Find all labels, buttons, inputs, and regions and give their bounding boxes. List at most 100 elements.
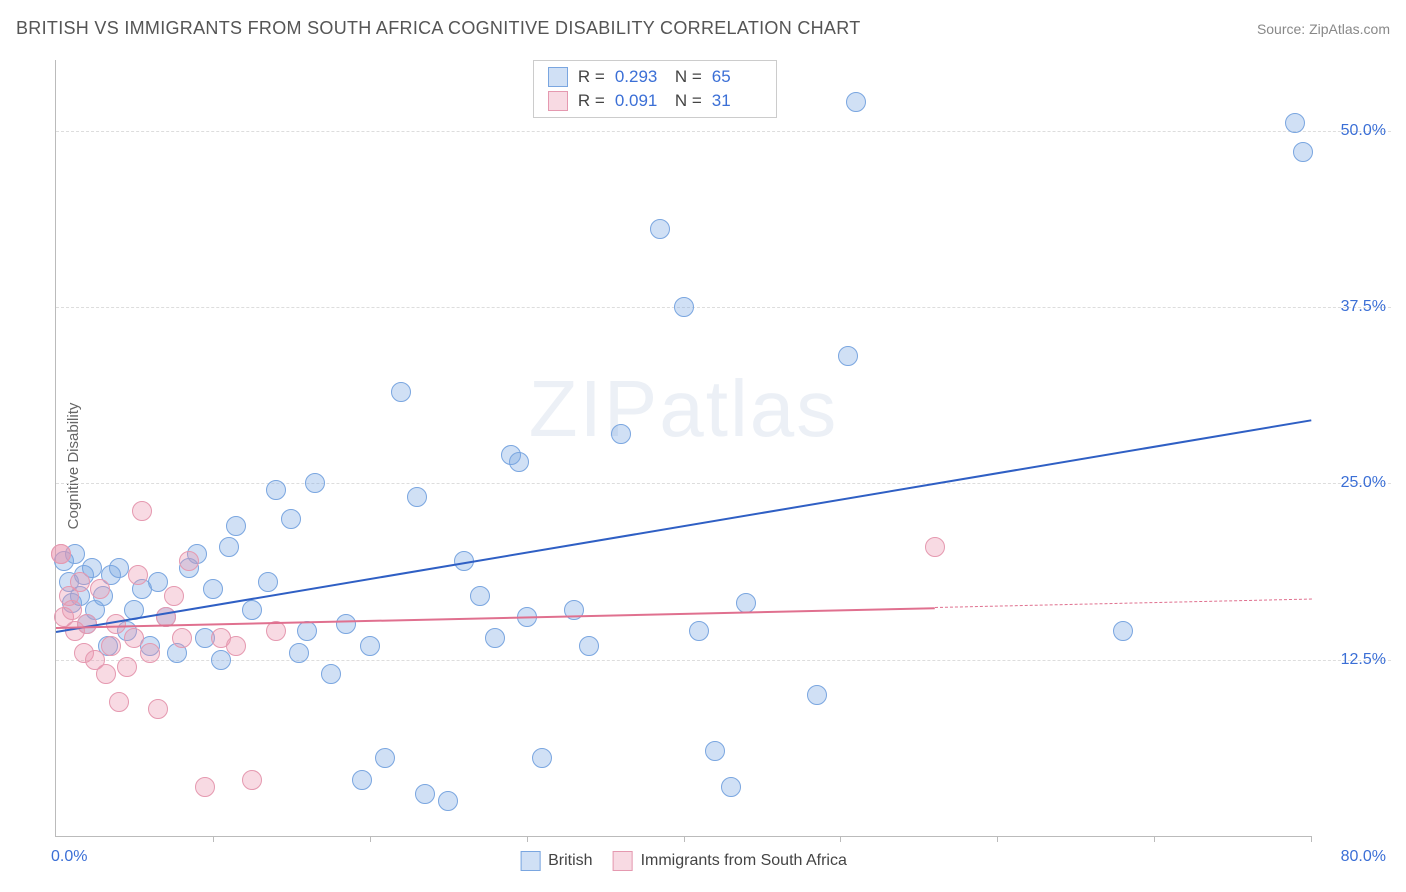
- stats-row: R = 0.091 N = 31: [548, 89, 762, 113]
- y-tick-label: 50.0%: [1341, 122, 1386, 140]
- scatter-plot: ZIPatlas 0.0% 80.0% 12.5%25.0%37.5%50.0%…: [55, 60, 1311, 837]
- data-point: [689, 621, 709, 641]
- data-point: [407, 487, 427, 507]
- data-point: [375, 748, 395, 768]
- data-point: [109, 558, 129, 578]
- series-legend: British Immigrants from South Africa: [520, 851, 847, 871]
- data-point: [650, 219, 670, 239]
- data-point: [266, 621, 286, 641]
- data-point: [360, 636, 380, 656]
- data-point: [1113, 621, 1133, 641]
- data-point: [148, 699, 168, 719]
- x-tick: [684, 836, 685, 842]
- chart-area: Cognitive Disability ZIPatlas 0.0% 80.0%…: [10, 50, 1396, 882]
- data-point: [106, 614, 126, 634]
- data-point: [203, 579, 223, 599]
- x-tick: [370, 836, 371, 842]
- data-point: [705, 741, 725, 761]
- data-point: [266, 480, 286, 500]
- data-point: [195, 777, 215, 797]
- data-point: [281, 509, 301, 529]
- data-point: [846, 92, 866, 112]
- gridline: [56, 307, 1391, 308]
- data-point: [258, 572, 278, 592]
- data-point: [611, 424, 631, 444]
- data-point: [297, 621, 317, 641]
- data-point: [509, 452, 529, 472]
- data-point: [1285, 113, 1305, 133]
- y-tick-label: 37.5%: [1341, 298, 1386, 316]
- legend-swatch: [613, 851, 633, 871]
- data-point: [838, 346, 858, 366]
- stat-r-label: R =: [578, 67, 605, 87]
- data-point: [807, 685, 827, 705]
- x-tick: [1311, 836, 1312, 842]
- data-point: [925, 537, 945, 557]
- trend-line: [934, 599, 1311, 608]
- data-point: [128, 565, 148, 585]
- watermark-atlas: atlas: [659, 364, 838, 453]
- x-tick: [997, 836, 998, 842]
- data-point: [51, 544, 71, 564]
- legend-label: British: [548, 852, 592, 870]
- data-point: [172, 628, 192, 648]
- x-tick: [840, 836, 841, 842]
- watermark: ZIPatlas: [529, 363, 838, 455]
- stats-row: R = 0.293 N = 65: [548, 65, 762, 89]
- data-point: [226, 636, 246, 656]
- legend-item: Immigrants from South Africa: [613, 851, 847, 871]
- data-point: [164, 586, 184, 606]
- gridline: [56, 131, 1391, 132]
- x-tick: [1154, 836, 1155, 842]
- data-point: [140, 643, 160, 663]
- stat-n-value: 31: [712, 91, 762, 111]
- gridline: [56, 483, 1391, 484]
- legend-item: British: [520, 851, 592, 871]
- data-point: [289, 643, 309, 663]
- data-point: [132, 501, 152, 521]
- data-point: [70, 572, 90, 592]
- x-axis-min-label: 0.0%: [51, 848, 87, 866]
- data-point: [470, 586, 490, 606]
- stat-n-label: N =: [675, 91, 702, 111]
- stat-n-value: 65: [712, 67, 762, 87]
- stat-r-value: 0.091: [615, 91, 665, 111]
- data-point: [438, 791, 458, 811]
- chart-header: BRITISH VS IMMIGRANTS FROM SOUTH AFRICA …: [16, 18, 1390, 39]
- data-point: [109, 692, 129, 712]
- data-point: [532, 748, 552, 768]
- data-point: [90, 579, 110, 599]
- source-label: Source: ZipAtlas.com: [1257, 21, 1390, 37]
- legend-swatch: [548, 91, 568, 111]
- data-point: [415, 784, 435, 804]
- data-point: [101, 636, 121, 656]
- x-tick: [527, 836, 528, 842]
- data-point: [321, 664, 341, 684]
- data-point: [226, 516, 246, 536]
- data-point: [736, 593, 756, 613]
- data-point: [485, 628, 505, 648]
- y-tick-label: 25.0%: [1341, 474, 1386, 492]
- data-point: [391, 382, 411, 402]
- data-point: [674, 297, 694, 317]
- stat-r-value: 0.293: [615, 67, 665, 87]
- data-point: [242, 770, 262, 790]
- gridline: [56, 660, 1391, 661]
- x-axis-max-label: 80.0%: [1341, 848, 1386, 866]
- data-point: [352, 770, 372, 790]
- watermark-zip: ZIP: [529, 364, 659, 453]
- legend-label: Immigrants from South Africa: [641, 852, 847, 870]
- legend-swatch: [520, 851, 540, 871]
- stat-n-label: N =: [675, 67, 702, 87]
- stat-r-label: R =: [578, 91, 605, 111]
- data-point: [721, 777, 741, 797]
- data-point: [242, 600, 262, 620]
- data-point: [117, 657, 137, 677]
- legend-swatch: [548, 67, 568, 87]
- data-point: [336, 614, 356, 634]
- data-point: [211, 650, 231, 670]
- chart-title: BRITISH VS IMMIGRANTS FROM SOUTH AFRICA …: [16, 18, 861, 39]
- y-tick-label: 12.5%: [1341, 651, 1386, 669]
- data-point: [179, 551, 199, 571]
- data-point: [219, 537, 239, 557]
